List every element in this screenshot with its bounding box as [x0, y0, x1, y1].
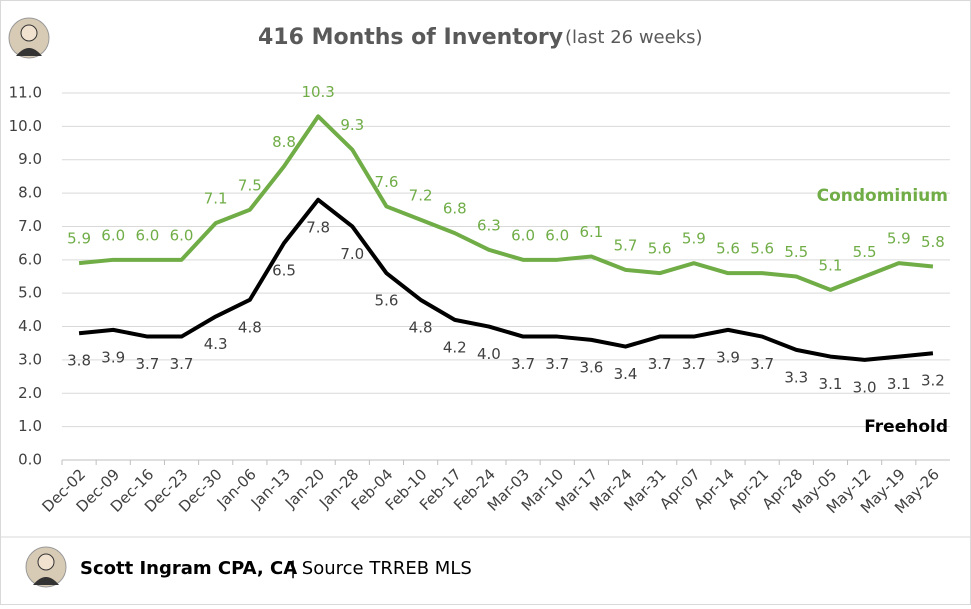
y-tick-label: 1.0	[18, 417, 42, 435]
data-label: 6.0	[545, 226, 569, 244]
data-label: 3.9	[101, 348, 125, 366]
y-tick-label: 8.0	[18, 184, 42, 202]
y-tick-label: 10.0	[9, 117, 42, 135]
data-label: 8.8	[272, 133, 296, 151]
series-line	[78, 197, 934, 362]
data-label: 4.8	[238, 318, 262, 336]
data-label: 10.3	[301, 83, 334, 101]
data-label: 7.1	[204, 190, 228, 208]
y-tick-label: 6.0	[18, 250, 42, 268]
y-tick-label: 9.0	[18, 150, 42, 168]
data-label: 5.9	[682, 230, 706, 248]
y-tick-label: 0.0	[18, 451, 42, 469]
data-label: 3.7	[648, 355, 672, 373]
data-label: 7.6	[375, 173, 399, 191]
data-label: 3.7	[511, 355, 535, 373]
data-label: 3.8	[67, 352, 91, 370]
data-label: 6.3	[477, 216, 501, 234]
legend-label: Condominium	[817, 186, 948, 206]
data-label: 3.1	[887, 375, 911, 393]
series-line	[78, 114, 934, 292]
data-label: 7.5	[238, 176, 262, 194]
data-label: 3.7	[135, 355, 159, 373]
data-label: 5.8	[921, 233, 945, 251]
avatar	[8, 17, 50, 59]
footer-author: Scott Ingram CPA, CA	[80, 558, 297, 579]
data-label: 5.6	[648, 240, 672, 258]
data-label: 5.5	[784, 243, 808, 261]
y-tick-label: 4.0	[18, 317, 42, 335]
chart-subtitle: (last 26 weeks)	[565, 27, 703, 48]
data-label: 3.9	[716, 348, 740, 366]
y-tick-label: 7.0	[18, 217, 42, 235]
data-label: 3.7	[545, 355, 569, 373]
data-label: 6.0	[511, 226, 535, 244]
data-label: 9.3	[340, 116, 364, 134]
y-tick-label: 5.0	[18, 284, 42, 302]
y-tick-label: 11.0	[9, 84, 42, 102]
data-label: 4.2	[443, 338, 467, 356]
data-label: 6.8	[443, 200, 467, 218]
data-label: 6.0	[170, 226, 194, 244]
data-label: 5.7	[614, 236, 638, 254]
data-label: 6.0	[135, 226, 159, 244]
chart-title: 416 Months of Inventory	[258, 25, 563, 50]
data-label: 4.8	[409, 318, 433, 336]
data-label: 6.5	[272, 262, 296, 280]
legend-label: Freehold	[864, 417, 948, 437]
data-label: 5.5	[853, 243, 877, 261]
data-label: 6.1	[579, 223, 603, 241]
data-label: 4.0	[477, 345, 501, 363]
data-label: 3.2	[921, 372, 945, 390]
data-label: 6.0	[101, 226, 125, 244]
y-tick-label: 3.0	[18, 350, 42, 368]
data-label: 3.1	[819, 375, 843, 393]
data-label: 3.0	[853, 378, 877, 396]
footer-source: | Source TRREB MLS	[290, 558, 472, 579]
data-label: 4.3	[204, 335, 228, 353]
data-label: 3.7	[750, 355, 774, 373]
data-label: 5.6	[716, 240, 740, 258]
data-label: 5.9	[67, 230, 91, 248]
data-label: 7.0	[340, 245, 364, 263]
data-label: 5.6	[750, 240, 774, 258]
y-tick-label: 2.0	[18, 384, 42, 402]
data-label: 7.2	[409, 186, 433, 204]
data-label: 5.1	[819, 256, 843, 274]
data-label: 3.3	[784, 368, 808, 386]
data-label: 3.7	[682, 355, 706, 373]
footer-avatar	[25, 546, 67, 588]
data-label: 7.8	[306, 218, 330, 236]
data-label: 5.6	[375, 292, 399, 310]
data-label: 3.7	[170, 355, 194, 373]
data-label: 3.6	[579, 358, 603, 376]
data-label: 3.4	[614, 365, 638, 383]
data-label: 5.9	[887, 230, 911, 248]
